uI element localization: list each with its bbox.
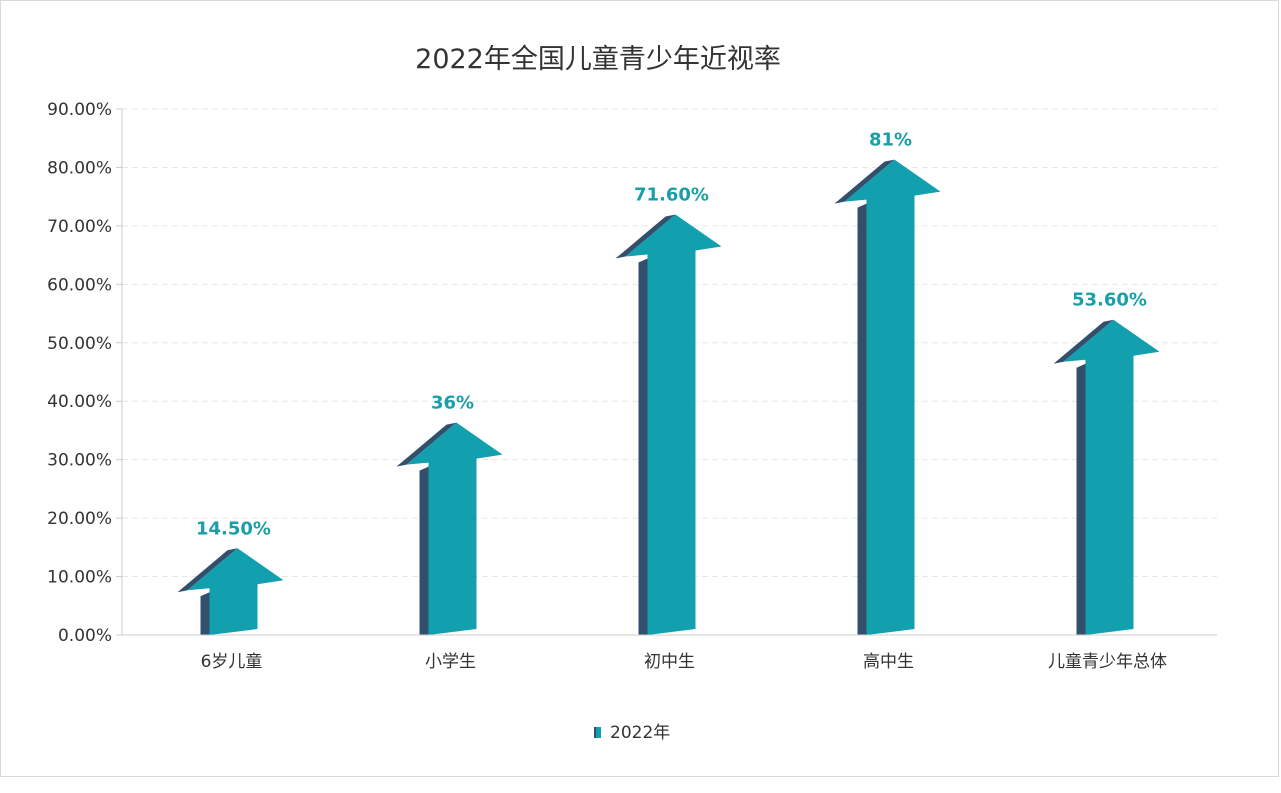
data-label: 71.60% (634, 185, 709, 206)
data-label: 81% (869, 130, 912, 151)
bar-arrow-head-side (396, 422, 457, 467)
x-axis: 6岁儿童 小学生 初中生 高中生 儿童青少年总体 (122, 634, 1217, 672)
x-tick-label: 初中生 (644, 652, 695, 672)
gridlines (122, 108, 1217, 578)
bar-arrow-front (625, 214, 722, 635)
bar-arrow-front (406, 422, 503, 635)
bar-arrow[interactable] (396, 422, 503, 635)
bar-arrow[interactable] (1053, 319, 1160, 635)
y-tick-label: 90.00% (47, 100, 112, 120)
bar-arrow-head-side (177, 548, 238, 593)
bar-arrow[interactable] (615, 214, 722, 635)
legend-swatch (594, 727, 601, 738)
y-tick-label: 30.00% (47, 451, 112, 471)
bar-arrow[interactable] (177, 548, 284, 635)
legend[interactable]: 2022年 (594, 723, 670, 743)
bar-arrow-side (1076, 363, 1086, 635)
y-axis: 0.00% 10.00% 20.00% 30.00% 40.00% 50.00% 60.00… (47, 100, 123, 646)
data-label: 14.50% (196, 518, 271, 539)
x-tick-label: 小学生 (425, 652, 476, 672)
bar-arrow-side (857, 203, 867, 635)
y-tick-label: 50.00% (47, 334, 112, 354)
bar-arrow-front (1063, 319, 1160, 635)
bar-arrow[interactable] (834, 159, 941, 635)
y-tick-label: 40.00% (47, 392, 112, 412)
x-tick-label: 6岁儿童 (201, 652, 263, 672)
bar-arrow-side (419, 466, 429, 635)
bar-arrow-front (844, 159, 941, 635)
legend-label: 2022年 (610, 723, 670, 743)
legend-swatch-side (594, 727, 596, 738)
bar-arrow-head-side (1053, 319, 1114, 364)
y-tick-label: 70.00% (47, 217, 112, 237)
y-tick-label: 0.00% (58, 626, 112, 646)
bar-arrow-head-side (615, 214, 676, 259)
bar-arrow-head-side (834, 159, 895, 204)
y-tick-label: 10.00% (47, 568, 112, 588)
bar-arrow-side (638, 258, 648, 635)
bar-series: 14.50% 36% 71.60% 81% 53.60% (177, 130, 1160, 635)
data-label: 36% (431, 393, 474, 414)
bar-arrow-side (200, 592, 210, 635)
y-tick-label: 20.00% (47, 509, 112, 529)
x-tick-label: 高中生 (863, 652, 914, 672)
bar-arrow-front (187, 548, 284, 635)
chart-title: 2022年全国儿童青少年近视率 (415, 44, 781, 75)
data-label: 53.60% (1072, 290, 1147, 311)
y-tick-label: 60.00% (47, 275, 112, 295)
x-tick-label: 儿童青少年总体 (1048, 652, 1167, 672)
y-tick-label: 80.00% (47, 158, 112, 178)
